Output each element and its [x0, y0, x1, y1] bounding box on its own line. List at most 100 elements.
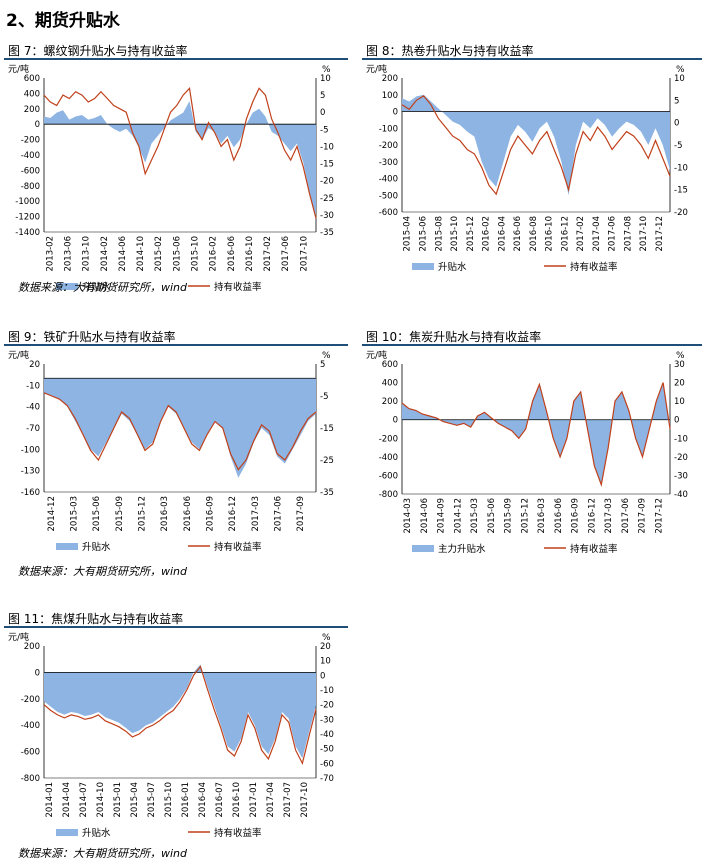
right-tick-label: -30	[320, 211, 334, 221]
legend: 升贴水 持有收益率	[412, 261, 618, 273]
legend-label: 升贴水	[438, 261, 467, 273]
x-tick-label: 2016-07	[215, 782, 225, 818]
legend-swatch-area	[56, 283, 78, 290]
x-tick-label: 2017-12	[654, 498, 664, 534]
left-tick-label: -600	[379, 208, 398, 218]
legend-label: 持有收益率	[214, 281, 262, 293]
right-tick-label: -10	[320, 142, 334, 152]
x-tick-label: 2017-04	[592, 216, 602, 252]
right-tick-label: 0	[674, 119, 679, 129]
x-tick-label: 2017-02	[576, 216, 586, 252]
left-tick-label: 400	[382, 379, 398, 389]
x-tick-label: 2014-01	[45, 782, 55, 818]
x-tick-label: 2015-06	[419, 216, 429, 252]
x-tick-label: 2017-10	[300, 782, 310, 818]
series-area-升贴水	[402, 94, 670, 196]
x-tick-label: 2016-12	[560, 216, 570, 252]
left-unit-label: 元/吨	[8, 349, 29, 361]
x-tick-label: 2016-03	[160, 496, 170, 532]
legend: 升贴水 持有收益率	[56, 281, 262, 293]
x-tick-label: 2017-07	[283, 782, 293, 818]
chart-title: 图 11：焦煤升贴水与持有收益率	[4, 610, 348, 628]
chart-panel-fig8: 图 8：热卷升贴水与持有收益率 元/吨% 200 100 0 -100 -200 -300-…	[362, 42, 702, 276]
right-tick-label: -70	[320, 774, 334, 784]
right-tick-label: 5	[674, 96, 679, 106]
series-line-持有收益率	[43, 392, 317, 471]
legend-label: 升贴水	[82, 281, 111, 293]
x-tick-label: 2017-06	[281, 236, 291, 272]
x-tick-label: 2016-10	[545, 216, 555, 252]
chart-panel-fig7: 图 7：螺纹钢升贴水与持有收益率 元/吨% 600 400 200 0 -200 -400-…	[4, 42, 348, 296]
left-tick-label: -200	[379, 434, 398, 444]
left-tick-label: -130	[21, 467, 40, 477]
x-tick-label: 2016-04	[198, 782, 208, 818]
x-tick-label: 2015-04	[130, 782, 140, 818]
x-tick-label: 2017-10	[299, 236, 309, 272]
legend: 升贴水 持有收益率	[56, 827, 262, 839]
x-tick-label: 2017-03	[251, 496, 261, 532]
left-tick-label: -1200	[15, 213, 40, 223]
x-tick-label: 2015-03	[470, 498, 480, 534]
x-tick-label: 2017-03	[604, 498, 614, 534]
legend-label: 持有收益率	[214, 541, 262, 553]
left-tick-label: -600	[21, 748, 40, 758]
x-tick-label: 2015-12	[138, 496, 148, 532]
right-tick-label: 20	[320, 642, 331, 652]
chart-fig11: 元/吨 % 200 0 -200 -400 -600 -800 20 10 0 -10 -20 -30 -4…	[8, 631, 334, 839]
x-tick-label: 2015-02	[154, 236, 164, 272]
right-tick-label: -15	[320, 424, 334, 434]
x-tick-label: 2015-06	[172, 236, 182, 272]
right-unit-label: %	[322, 633, 331, 643]
source-note: 数据来源：大有期货研究所，wind	[18, 281, 188, 294]
x-tick-label: 2016-10	[245, 236, 255, 272]
left-tick-label: 600	[382, 360, 398, 370]
left-tick-label: -300	[379, 158, 398, 168]
x-tick-label: 2017-06	[608, 216, 618, 252]
right-tick-label: -5	[320, 392, 328, 402]
left-tick-label: 200	[382, 74, 398, 84]
right-tick-label: -20	[674, 453, 688, 463]
left-tick-label: -200	[379, 141, 398, 151]
x-tick-label: 2016-06	[183, 496, 193, 532]
x-tick-label: 2017-06	[274, 496, 284, 532]
left-tick-label: -200	[21, 695, 40, 705]
series-line-持有收益率	[401, 95, 671, 196]
left-tick-label: 600	[24, 74, 40, 84]
right-tick-label: 10	[674, 397, 685, 407]
x-tick-label: 2016-06	[554, 498, 564, 534]
x-tick-label: 2017-08	[623, 216, 633, 252]
left-tick-label: -800	[379, 490, 398, 500]
right-tick-label: -20	[320, 701, 334, 711]
x-tick-label: 2017-06	[621, 498, 631, 534]
legend-label: 持有收益率	[214, 827, 262, 839]
x-tick-label: 2016-01	[181, 782, 191, 818]
right-tick-label: 10	[320, 74, 331, 84]
left-tick-label: 0	[35, 668, 40, 678]
x-tick-label: 2017-12	[655, 216, 665, 252]
right-tick-label: 30	[674, 360, 685, 370]
left-tick-label: -400	[21, 721, 40, 731]
chart-fig8: 元/吨 % 200 100 0 -100 -200 -300 -400 -500 -600 10 5 0 -…	[366, 63, 688, 273]
left-tick-label: -100	[379, 124, 398, 134]
series-area-升贴水	[44, 378, 316, 478]
right-tick-label: 5	[320, 360, 325, 370]
x-tick-label: 2015-10	[450, 216, 460, 252]
left-tick-label: -500	[379, 191, 398, 201]
left-tick-label: 0	[393, 416, 398, 426]
x-tick-label: 2016-02	[482, 216, 492, 252]
left-tick-label: 200	[382, 397, 398, 407]
right-tick-label: -30	[320, 715, 334, 725]
chart-panel-fig10: 图 10：焦炭升贴水与持有收益率 元/吨% 600 400 200 0 -200 -400-…	[362, 328, 702, 558]
series-line-持有收益率	[43, 86, 317, 219]
x-tick-label: 2014-09	[437, 498, 447, 534]
x-tick-label: 2016-12	[587, 498, 597, 534]
left-unit-label: 元/吨	[8, 63, 29, 75]
right-tick-label: -20	[320, 177, 334, 187]
series-area-升贴水	[44, 101, 316, 217]
x-tick-label: 2014-10	[96, 782, 106, 818]
x-tick-label: 2016-08	[529, 216, 539, 252]
source-note: 数据来源：大有期货研究所，wind	[18, 847, 188, 860]
x-tick-label: 2017-01	[249, 782, 259, 818]
x-tick-label: 2013-10	[82, 236, 92, 272]
x-tick-label: 2016-09	[571, 498, 581, 534]
